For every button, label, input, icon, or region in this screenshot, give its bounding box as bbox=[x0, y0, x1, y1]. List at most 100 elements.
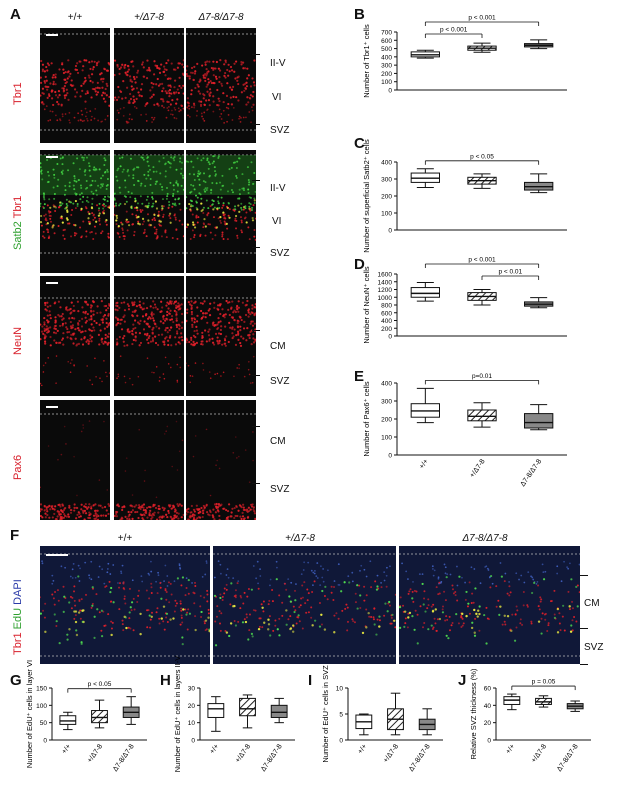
chart-E-category-label-2: Δ7-8/Δ7-8 bbox=[519, 458, 543, 488]
micrograph bbox=[40, 546, 210, 664]
chart-D-box-0 bbox=[410, 287, 440, 298]
chart-E-ytick-label: 0 bbox=[388, 453, 392, 460]
chart-B-sig-label-0: p < 0.001 bbox=[468, 15, 496, 22]
panel-f-zone-1: CM bbox=[584, 598, 600, 609]
chart-H-box-1 bbox=[239, 697, 256, 717]
micrograph bbox=[186, 150, 256, 273]
chart-E-box-2 bbox=[524, 413, 554, 429]
chart-H-ytick-label: 0 bbox=[191, 738, 195, 745]
chart-I-ytick-label: 0 bbox=[339, 738, 343, 745]
chart-G-ytick-label: 50 bbox=[40, 720, 48, 727]
panel-label-f: F bbox=[10, 527, 20, 544]
chart-B-ylabel: Number of Tbr1⁺ cells bbox=[362, 24, 371, 98]
chart-C-ytick-label: 200 bbox=[381, 194, 392, 201]
chart-D-ytick-label: 400 bbox=[381, 318, 392, 325]
panel-a-header-het: +/Δ7-8 bbox=[134, 12, 164, 23]
zone-tick bbox=[252, 330, 260, 331]
chart-G-category-label-2: Δ7-8/Δ7-8 bbox=[112, 743, 136, 773]
zone-tick bbox=[252, 124, 260, 125]
chart-J-ytick-label: 60 bbox=[484, 686, 492, 693]
panel-label-i: I bbox=[308, 672, 313, 689]
chart-E-sig-label-0: p=0.01 bbox=[472, 373, 492, 380]
chart-C-ytick-label: 100 bbox=[381, 211, 392, 218]
chart-J-ytick-label: 20 bbox=[484, 720, 492, 727]
zone-tick bbox=[252, 180, 260, 181]
chart-C-ytick-label: 400 bbox=[381, 160, 392, 167]
panel-a-header-hom: Δ7-8/Δ7-8 bbox=[198, 12, 244, 23]
chart-E-ytick-label: 200 bbox=[381, 417, 392, 424]
chart-H-box-0 bbox=[207, 703, 225, 718]
chart-B-ytick-label: 600 bbox=[381, 38, 392, 45]
panel-label-c: C bbox=[354, 135, 365, 152]
chart-B-ytick-label: 100 bbox=[381, 79, 392, 86]
zone-tick bbox=[580, 628, 588, 629]
panel-label-j: J bbox=[458, 672, 467, 689]
chart-C-ytick-label: 0 bbox=[388, 228, 392, 235]
panel-label-g: G bbox=[10, 672, 22, 689]
chart-E-category-label-1: +/Δ7-8 bbox=[469, 458, 487, 479]
chart-D-ylabel: Number of NeuN⁺ cells bbox=[362, 266, 371, 344]
micrograph bbox=[40, 28, 110, 143]
chart-B-ytick-label: 400 bbox=[381, 54, 392, 61]
scale-bar bbox=[46, 406, 58, 408]
chart-G-ylabel: Number of EdU⁺ cells in layer VI bbox=[25, 660, 34, 768]
chart-H-box-2 bbox=[270, 704, 288, 718]
row1-zone-3: SVZ bbox=[270, 125, 290, 136]
micrograph bbox=[213, 546, 396, 664]
chart-J-category-label-0: +/+ bbox=[505, 743, 517, 755]
chart-I-category-label-1: +/Δ7-8 bbox=[382, 743, 400, 764]
chart-E-ytick-label: 100 bbox=[381, 435, 392, 442]
chart-J-ytick-label: 0 bbox=[487, 738, 491, 745]
chart-G-box-1 bbox=[91, 710, 108, 724]
micrograph bbox=[40, 276, 110, 396]
panel-label-h: H bbox=[160, 672, 171, 689]
micrograph bbox=[114, 150, 184, 273]
zone-tick bbox=[252, 483, 260, 484]
row4-zone-1: CM bbox=[270, 436, 286, 447]
panel-label-a: A bbox=[10, 6, 21, 23]
chart-B-ytick-label: 200 bbox=[381, 71, 392, 78]
chart-H-category-label-0: +/+ bbox=[209, 743, 221, 755]
micrograph bbox=[114, 276, 184, 396]
chart-D-sig-label-0: p < 0.001 bbox=[468, 257, 496, 264]
chart-I-ytick-label: 10 bbox=[336, 686, 344, 693]
chart-I-ytick-label: 5 bbox=[339, 712, 343, 719]
chart-D-ytick-label: 600 bbox=[381, 310, 392, 317]
chart-D-sig-label-1: p < 0.01 bbox=[498, 269, 522, 276]
scale-bar bbox=[46, 282, 58, 284]
chart-H-ylabel: Number of EdU⁺ cells in layers II-V bbox=[173, 656, 182, 773]
chart-J-ylabel: Relative SVZ thickness (%) bbox=[469, 668, 478, 759]
panel-f-zone-2: SVZ bbox=[584, 642, 604, 653]
chart-I-ylabel: Number of EdU⁺ cells in SVZ bbox=[321, 665, 330, 763]
chart-J-sig-label-0: p = 0.05 bbox=[532, 679, 556, 686]
chart-H-ytick-label: 30 bbox=[188, 686, 196, 693]
chart-D-ytick-label: 1200 bbox=[378, 287, 393, 294]
chart-J-category-label-1: +/Δ7-8 bbox=[530, 743, 548, 764]
chart-D-ytick-label: 1000 bbox=[378, 295, 393, 302]
scale-bar bbox=[46, 156, 58, 158]
chart-E-category-label-0: +/+ bbox=[418, 458, 430, 470]
panel-label-d: D bbox=[354, 256, 365, 273]
micrograph bbox=[399, 546, 580, 664]
zone-tick bbox=[252, 54, 260, 55]
zone-tick bbox=[252, 247, 260, 248]
row2-zone-2: VI bbox=[272, 216, 282, 227]
chart-G-ytick-label: 100 bbox=[36, 703, 47, 710]
chart-D-ytick-label: 1600 bbox=[378, 272, 393, 279]
chart-D-ytick-label: 0 bbox=[388, 334, 392, 341]
row1-zone-1: II-V bbox=[270, 58, 286, 69]
zone-tick bbox=[580, 664, 588, 665]
chart-G-sig-label-0: p < 0.05 bbox=[88, 681, 112, 688]
micrograph bbox=[114, 28, 184, 143]
chart-D-ytick-label: 200 bbox=[381, 326, 392, 333]
chart-B-sig-label-1: p < 0.001 bbox=[440, 27, 468, 34]
row2-zone-1: II-V bbox=[270, 183, 286, 194]
chart-I-category-label-2: Δ7-8/Δ7-8 bbox=[408, 743, 432, 773]
chart-D-ytick-label: 800 bbox=[381, 303, 392, 310]
zone-tick bbox=[252, 375, 260, 376]
chart-J-category-label-2: Δ7-8/Δ7-8 bbox=[556, 743, 580, 773]
scale-bar bbox=[46, 34, 58, 36]
chart-D-ytick-label: 1400 bbox=[378, 279, 393, 286]
chart-B-ytick-label: 0 bbox=[388, 88, 392, 95]
chart-B-ytick-label: 300 bbox=[381, 63, 392, 70]
